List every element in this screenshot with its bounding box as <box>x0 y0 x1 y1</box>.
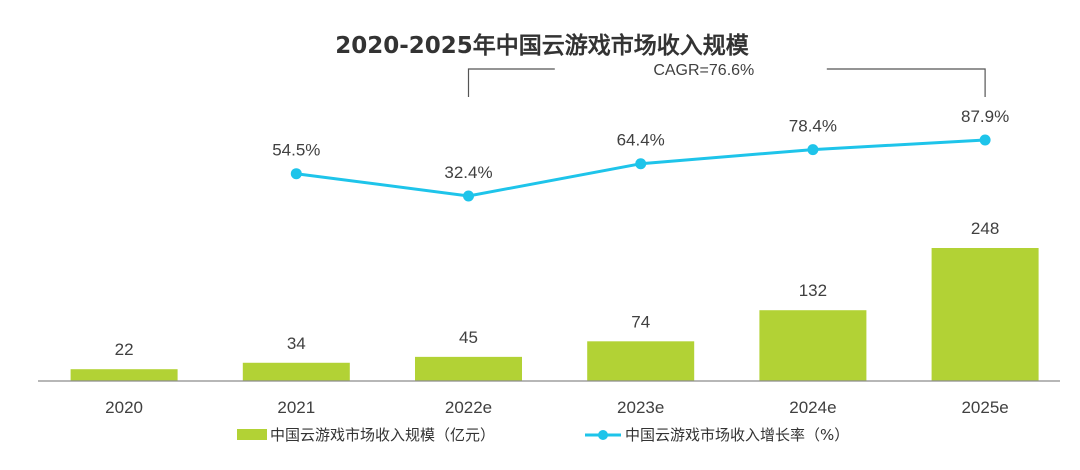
cagr-label: CAGR=76.6% <box>653 62 754 79</box>
bar-2020 <box>70 369 178 381</box>
bar-value-label: 74 <box>631 312 650 331</box>
legend-bar-swatch <box>237 429 267 440</box>
bar-value-label: 132 <box>799 281 827 300</box>
bar-value-label: 248 <box>971 219 999 238</box>
x-tick-label: 2023e <box>617 398 664 417</box>
bar-2023e <box>587 341 695 381</box>
bar-value-label: 22 <box>115 340 134 359</box>
legend-line-label: 中国云游戏市场收入增长率（%） <box>625 426 849 444</box>
legend-bar-label: 中国云游戏市场收入规模（亿元） <box>270 426 495 444</box>
bar-2025e <box>931 248 1039 381</box>
growth-value-label: 64.4% <box>617 131 665 150</box>
growth-value-label: 54.5% <box>272 141 320 160</box>
legend: 中国云游戏市场收入规模（亿元） 中国云游戏市场收入增长率（%） <box>237 426 849 444</box>
bar-2024e <box>759 310 867 381</box>
x-tick-label: 2020 <box>105 398 143 417</box>
cagr-bracket-right <box>826 68 986 97</box>
chart-title: 2020-2025年中国云游戏市场收入规模 <box>335 32 750 59</box>
x-tick-label: 2021 <box>277 398 315 417</box>
growth-point-2022e <box>463 190 474 202</box>
bar-value-label: 34 <box>287 334 306 353</box>
legend-line-marker <box>598 430 608 440</box>
growth-point-2024e <box>807 144 819 156</box>
x-tick-label: 2025e <box>961 398 1008 417</box>
growth-point-2023e <box>635 158 647 170</box>
growth-point-2025e <box>979 134 991 146</box>
bar-value-label: 45 <box>459 328 478 347</box>
x-tick-label: 2024e <box>789 398 836 417</box>
growth-value-label: 32.4% <box>444 163 492 182</box>
bar-2021 <box>242 362 350 381</box>
bar-2022e <box>415 356 522 381</box>
growth-point-2021 <box>290 168 302 180</box>
cagr-bracket-left <box>467 68 555 97</box>
growth-value-label: 78.4% <box>789 117 837 136</box>
cagr-annotation: CAGR=76.6% <box>467 62 986 97</box>
x-tick-label: 2022e <box>445 398 492 417</box>
growth-value-label: 87.9% <box>961 107 1009 126</box>
